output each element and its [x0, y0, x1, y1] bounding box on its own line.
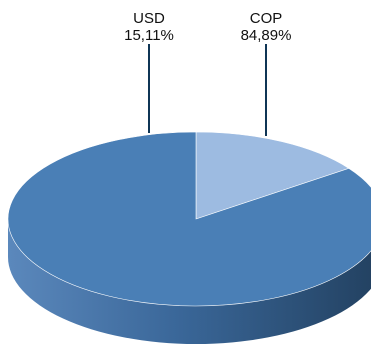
pie-slice-cop — [7, 131, 371, 307]
data-label-category-usd: USD — [133, 10, 165, 27]
pie-slice-usd — [195, 131, 350, 220]
data-label-value-usd: 15,11% — [124, 27, 174, 44]
pie-top-layer — [7, 131, 371, 307]
pie-side-layer — [8, 219, 371, 344]
pie-side-wall — [8, 219, 371, 344]
data-label-category-cop: COP — [250, 10, 283, 27]
data-label-value-cop: 84,89% — [241, 27, 292, 44]
pie-leader-layer — [148, 44, 267, 136]
